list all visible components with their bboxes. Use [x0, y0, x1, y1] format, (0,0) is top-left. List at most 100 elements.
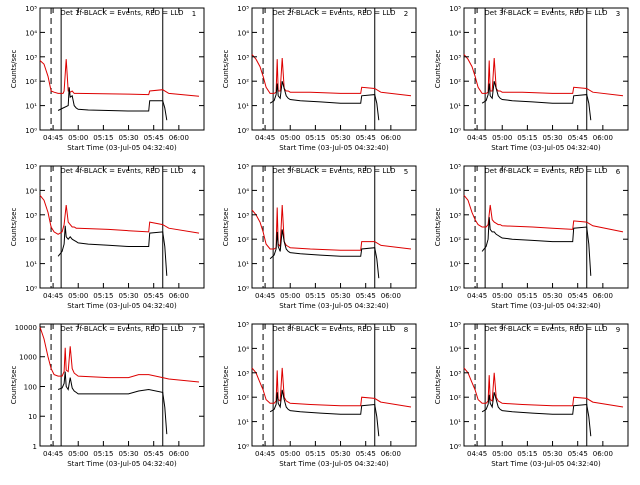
plot-frame: [39, 165, 205, 289]
y-tick-label: 10²: [237, 236, 249, 244]
lld-series-line: [251, 54, 412, 97]
x-tick-label: 06:00: [593, 292, 613, 300]
events-series-line: [57, 87, 168, 121]
panel-title: Det 1f-BLACK = Events, RED = LLD: [60, 9, 183, 17]
detector-panel: 10⁰ 10¹ 10² 10³ 10⁴ 10⁵ 04:45 05:00 05:15 05:30 05…: [434, 321, 629, 468]
y-tick-label: 10⁵: [237, 321, 249, 329]
x-axis-label: Start Time (03-Jul-05 04:32:40): [279, 302, 389, 310]
plot-frame: [463, 165, 629, 289]
panel-title: Det 9f-BLACK = Events, RED = LLD: [484, 325, 607, 333]
x-tick-label: 05:15: [93, 450, 113, 458]
y-tick-label: 10⁴: [449, 187, 461, 195]
x-tick-label: 05:00: [68, 134, 88, 142]
detector-panel: 10⁰ 10¹ 10² 10³ 10⁴ 10⁵ 04:45 05:00 05:15 05:30 05…: [222, 321, 417, 468]
x-tick-label: 05:15: [305, 292, 325, 300]
x-tick-label: 05:00: [492, 292, 512, 300]
y-tick-label: 10⁰: [25, 127, 37, 135]
y-tick-label: 10³: [25, 212, 37, 220]
panel-flag: 3: [616, 10, 620, 18]
x-tick-label: 05:45: [144, 134, 164, 142]
y-axis-label: Counts/sec: [434, 366, 442, 405]
plot-frame: [251, 323, 417, 447]
detector-panel: 10⁰ 10¹ 10² 10³ 10⁴ 10⁵ 04:45 05:00 05:15 05:30 05…: [434, 163, 629, 310]
y-tick-label: 10⁵: [237, 5, 249, 13]
lld-series-line: [251, 367, 412, 408]
x-tick-label: 05:15: [517, 292, 537, 300]
panel-title: Det 6f-BLACK = Events, RED = LLD: [484, 167, 607, 175]
lld-series-line: [39, 194, 200, 235]
plot-frame: [251, 165, 417, 289]
y-tick-label: 10⁵: [237, 163, 249, 171]
x-tick-label: 05:00: [68, 450, 88, 458]
panel-flag: 1: [192, 10, 196, 18]
y-tick-label: 10¹: [449, 261, 461, 269]
x-tick-label: 06:00: [381, 134, 401, 142]
lld-series-line: [463, 194, 624, 233]
panel-flag: 4: [192, 168, 197, 176]
x-axis-label: Start Time (03-Jul-05 04:32:40): [67, 302, 177, 310]
x-tick-label: 05:45: [568, 134, 588, 142]
panel-flag: 9: [616, 326, 620, 334]
x-tick-label: 05:15: [305, 450, 325, 458]
y-tick-label: 10³: [449, 212, 461, 220]
x-tick-label: 04:45: [467, 292, 487, 300]
x-tick-label: 05:15: [517, 134, 537, 142]
y-tick-label: 10⁴: [237, 345, 249, 353]
detector-panel: 1 10 100 1000 10000 04:45 05:00 05:15 05:30 05:45…: [10, 323, 205, 468]
y-tick-label: 10³: [25, 54, 37, 62]
y-axis-label: Counts/sec: [222, 208, 230, 247]
x-tick-label: 04:45: [255, 292, 275, 300]
y-tick-label: 10⁰: [449, 285, 461, 293]
events-series-line: [269, 389, 380, 437]
y-tick-label: 10⁴: [237, 29, 249, 37]
x-tick-label: 04:45: [43, 134, 63, 142]
y-axis-label: Counts/sec: [10, 366, 18, 405]
events-series-line: [481, 81, 592, 121]
y-tick-label: 10³: [449, 370, 461, 378]
plot-frame: [463, 323, 629, 447]
y-tick-label: 10¹: [237, 261, 249, 269]
y-axis-label: Counts/sec: [434, 208, 442, 247]
x-tick-label: 04:45: [255, 134, 275, 142]
y-axis-label: Counts/sec: [222, 50, 230, 89]
x-axis-label: Start Time (03-Jul-05 04:32:40): [279, 144, 389, 152]
plot-frame: [251, 7, 417, 131]
y-axis-label: Counts/sec: [10, 208, 18, 247]
lld-series-line: [251, 204, 412, 251]
y-tick-label: 10⁰: [237, 127, 249, 135]
x-tick-label: 05:30: [542, 450, 562, 458]
lld-series-line: [463, 367, 624, 408]
events-series-line: [481, 392, 592, 437]
events-series-line: [269, 81, 380, 121]
x-axis-label: Start Time (03-Jul-05 04:32:40): [67, 144, 177, 152]
y-tick-label: 10²: [25, 78, 37, 86]
y-tick-label: 10⁵: [449, 321, 461, 329]
y-tick-label: 10²: [237, 78, 249, 86]
x-tick-label: 05:45: [356, 292, 376, 300]
lld-series-line: [463, 54, 624, 97]
x-tick-label: 04:45: [43, 450, 63, 458]
x-tick-label: 05:45: [356, 134, 376, 142]
y-tick-label: 10: [28, 413, 37, 421]
x-tick-label: 04:45: [43, 292, 63, 300]
events-series-line: [269, 229, 380, 279]
x-axis-label: Start Time (03-Jul-05 04:32:40): [279, 460, 389, 468]
lld-series-line: [39, 326, 200, 383]
detector-panel: 10⁰ 10¹ 10² 10³ 10⁴ 10⁵ 04:45 05:00 05:15 05:30 05…: [222, 163, 417, 310]
y-tick-label: 10²: [25, 236, 37, 244]
x-tick-label: 06:00: [169, 134, 189, 142]
y-tick-label: 10²: [449, 78, 461, 86]
y-tick-label: 10⁴: [449, 29, 461, 37]
y-tick-label: 100: [24, 383, 37, 391]
x-tick-label: 05:00: [280, 450, 300, 458]
y-tick-label: 10²: [237, 394, 249, 402]
plot-frame: [463, 7, 629, 131]
x-tick-label: 05:00: [492, 134, 512, 142]
y-tick-label: 10⁰: [25, 285, 37, 293]
x-tick-label: 05:30: [330, 134, 350, 142]
x-tick-label: 06:00: [381, 450, 401, 458]
y-tick-label: 10¹: [25, 103, 37, 111]
y-tick-label: 10000: [15, 324, 37, 332]
